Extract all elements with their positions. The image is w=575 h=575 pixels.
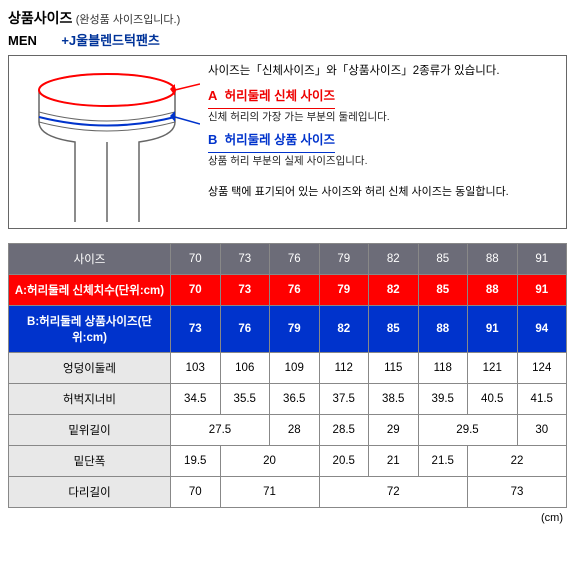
table-row: B:허리둘레 상품사이즈(단위:cm)7376798285889194 xyxy=(9,306,567,353)
table-cell: 94 xyxy=(517,306,567,353)
table-cell: 85 xyxy=(418,275,468,306)
table-cell: 30 xyxy=(517,415,567,446)
table-cell: 41.5 xyxy=(517,384,567,415)
table-cell: 37.5 xyxy=(319,384,369,415)
table-cell: 21 xyxy=(369,446,419,477)
table-cell: 28.5 xyxy=(319,415,369,446)
table-cell: 88 xyxy=(468,275,518,306)
table-cell: 85 xyxy=(369,306,419,353)
table-cell: 118 xyxy=(418,353,468,384)
info-intro: 사이즈는「신체사이즈」와「상품사이즈」2종류가 있습니다. xyxy=(208,62,560,80)
table-cell: 34.5 xyxy=(171,384,221,415)
size-col-header: 88 xyxy=(468,244,518,275)
table-row: 다리길이70717273 xyxy=(9,477,567,508)
table-cell: 91 xyxy=(468,306,518,353)
table-cell: 91 xyxy=(517,275,567,306)
table-cell: 19.5 xyxy=(171,446,221,477)
table-cell: 36.5 xyxy=(270,384,320,415)
table-cell: 29.5 xyxy=(418,415,517,446)
table-cell: 72 xyxy=(319,477,468,508)
size-col-header: 79 xyxy=(319,244,369,275)
table-cell: 38.5 xyxy=(369,384,419,415)
size-col-header: 73 xyxy=(220,244,270,275)
table-cell: 121 xyxy=(468,353,518,384)
table-cell: 39.5 xyxy=(418,384,468,415)
a-desc: 신체 허리의 가장 가는 부분의 둘레입니다. xyxy=(208,109,560,126)
table-cell: 124 xyxy=(517,353,567,384)
table-cell: 79 xyxy=(270,306,320,353)
table-cell: 76 xyxy=(270,275,320,306)
table-row: 허벅지너비34.535.536.537.538.539.540.541.5 xyxy=(9,384,567,415)
table-cell: 22 xyxy=(468,446,567,477)
product-name: +J울블렌드턱팬츠 xyxy=(61,33,160,48)
table-row: 엉덩이둘레103106109112115118121124 xyxy=(9,353,567,384)
table-cell: 106 xyxy=(220,353,270,384)
table-cell: 20.5 xyxy=(319,446,369,477)
row-label: 밑위길이 xyxy=(9,415,171,446)
table-cell: 35.5 xyxy=(220,384,270,415)
row-label: A:허리둘레 신체치수(단위:cm) xyxy=(9,275,171,306)
table-cell: 103 xyxy=(171,353,221,384)
a-label: 허리둘레 신체 사이즈 xyxy=(225,89,335,103)
table-cell: 71 xyxy=(220,477,319,508)
row-label: 밑단폭 xyxy=(9,446,171,477)
table-cell: 88 xyxy=(418,306,468,353)
table-row: 밑위길이27.52828.52929.530 xyxy=(9,415,567,446)
table-cell: 79 xyxy=(319,275,369,306)
table-header-row: 사이즈 7073767982858891 xyxy=(9,244,567,275)
table-cell: 73 xyxy=(171,306,221,353)
size-col-header: 91 xyxy=(517,244,567,275)
table-cell: 73 xyxy=(220,275,270,306)
title-main: 상품사이즈 xyxy=(8,10,72,26)
b-label: 허리둘레 상품 사이즈 xyxy=(225,133,335,147)
table-cell: 28 xyxy=(270,415,320,446)
table-cell: 27.5 xyxy=(171,415,270,446)
header: 상품사이즈 (완성품 사이즈입니다.) MEN +J울블렌드턱팬츠 xyxy=(8,8,567,49)
size-table: 사이즈 7073767982858891 A:허리둘레 신체치수(단위:cm)7… xyxy=(8,243,567,508)
men-label: MEN xyxy=(8,33,58,48)
table-cell: 70 xyxy=(171,275,221,306)
table-cell: 40.5 xyxy=(468,384,518,415)
table-cell: 21.5 xyxy=(418,446,468,477)
table-cell: 112 xyxy=(319,353,369,384)
table-row: A:허리둘레 신체치수(단위:cm)7073767982858891 xyxy=(9,275,567,306)
info-box: 사이즈는「신체사이즈」와「상품사이즈」2종류가 있습니다. A 허리둘레 신체 … xyxy=(8,55,567,229)
size-header: 사이즈 xyxy=(9,244,171,275)
size-col-header: 82 xyxy=(369,244,419,275)
table-cell: 82 xyxy=(319,306,369,353)
table-cell: 29 xyxy=(369,415,419,446)
table-cell: 109 xyxy=(270,353,320,384)
title-sub: (완성품 사이즈입니다.) xyxy=(76,14,181,26)
row-label: B:허리둘레 상품사이즈(단위:cm) xyxy=(9,306,171,353)
size-col-header: 70 xyxy=(171,244,221,275)
table-cell: 20 xyxy=(220,446,319,477)
size-col-header: 85 xyxy=(418,244,468,275)
table-cell: 70 xyxy=(171,477,221,508)
info-note: 상품 택에 표기되어 있는 사이즈와 허리 신체 사이즈는 동일합니다. xyxy=(208,184,560,202)
size-col-header: 76 xyxy=(270,244,320,275)
b-prefix: B xyxy=(208,132,217,147)
row-label: 허벅지너비 xyxy=(9,384,171,415)
row-label: 엉덩이둘레 xyxy=(9,353,171,384)
table-cell: 82 xyxy=(369,275,419,306)
info-text: 사이즈는「신체사이즈」와「상품사이즈」2종류가 있습니다. A 허리둘레 신체 … xyxy=(200,62,560,222)
table-row: 밑단폭19.52020.52121.522 xyxy=(9,446,567,477)
a-prefix: A xyxy=(208,88,217,103)
table-cell: 115 xyxy=(369,353,419,384)
b-desc: 상품 허리 부분의 실제 사이즈입니다. xyxy=(208,153,560,170)
table-cell: 76 xyxy=(220,306,270,353)
row-label: 다리길이 xyxy=(9,477,171,508)
pants-diagram xyxy=(15,62,200,222)
table-cell: 73 xyxy=(468,477,567,508)
unit-label: (cm) xyxy=(8,512,567,524)
